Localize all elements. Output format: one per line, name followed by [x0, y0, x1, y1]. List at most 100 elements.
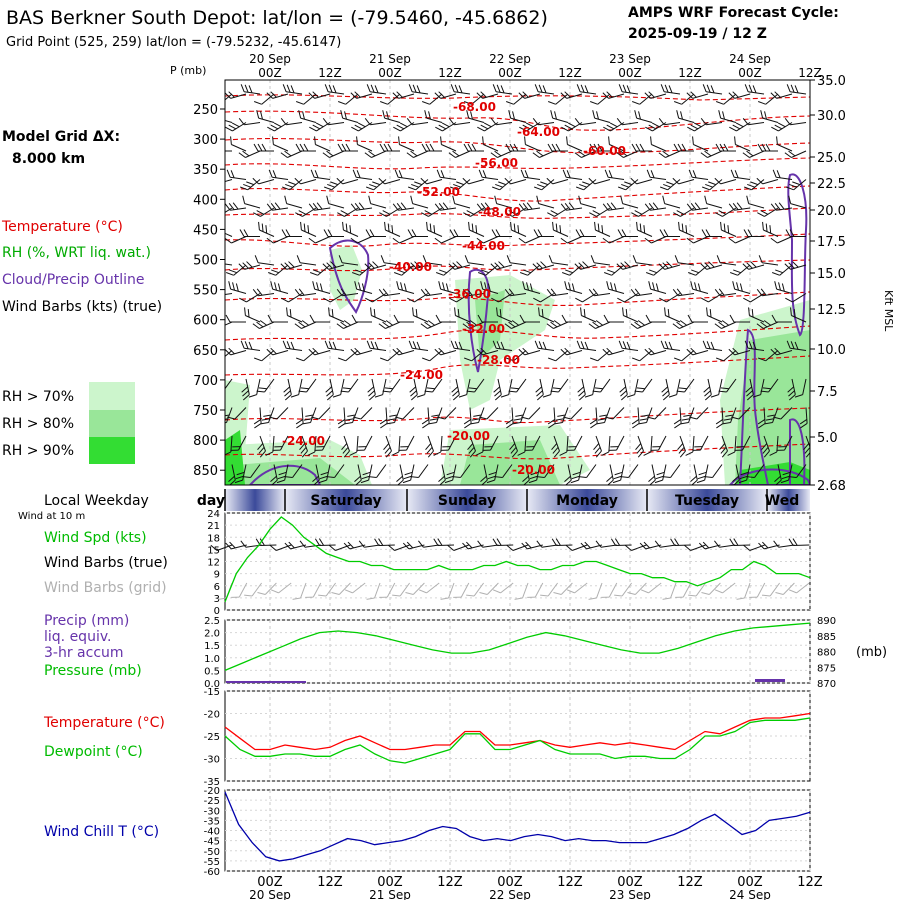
wind-barb-flag — [710, 394, 719, 398]
surface-wind-barb — [374, 538, 395, 547]
wind-barb-flag — [645, 126, 653, 132]
wind-barb — [350, 91, 373, 99]
wind-barb — [616, 118, 639, 126]
wind-barb-shaft — [314, 93, 331, 99]
wind-barb — [524, 435, 541, 451]
wind-barb-flag — [468, 221, 470, 231]
wind-barb — [548, 350, 569, 362]
wind-barb-flag — [703, 386, 710, 393]
wind-barb — [660, 179, 681, 191]
wind-barb-flag — [433, 225, 436, 234]
wind-barb-shaft — [343, 321, 359, 329]
wind-barb-flag — [552, 221, 554, 231]
wind-barb — [576, 340, 597, 351]
wind-barb — [772, 407, 793, 420]
wind-barb-flag — [533, 297, 541, 303]
wind-barb-flag — [745, 386, 752, 393]
wind-barb-flag — [282, 84, 287, 92]
wind-barb-flag — [495, 183, 503, 188]
surface-wind-barb — [743, 544, 765, 551]
wind-barb-flag — [548, 255, 553, 263]
wind-barb-flag — [547, 212, 555, 217]
wind-barb-shaft — [734, 93, 751, 99]
grid-wind-barb-flag — [527, 596, 536, 598]
wind-barb-flag — [536, 476, 545, 478]
grid-wind-barb-shaft — [386, 582, 396, 598]
wind-barb-flag — [538, 84, 543, 93]
grid-wind-barb-shaft — [522, 582, 529, 599]
wind-barb — [294, 288, 317, 297]
wind-barb-flag — [575, 297, 583, 303]
wind-barb-flag — [340, 288, 347, 296]
wind-barb — [294, 320, 317, 329]
wind-barb-shaft — [737, 264, 751, 276]
wind-barb-flag — [396, 281, 400, 290]
wind-barb-shaft — [665, 150, 681, 158]
wind-barb-flag — [370, 307, 372, 316]
wind-barb-flag — [772, 416, 782, 420]
wind-barb-flag — [421, 212, 429, 217]
wind-barb-flag — [406, 263, 413, 270]
wind-barb-flag — [534, 84, 539, 92]
wind-barb — [634, 378, 653, 393]
wind-barb-flag — [452, 262, 459, 269]
wind-barb-flag — [225, 203, 231, 211]
wind-barb — [435, 314, 456, 323]
wind-barb-shaft — [315, 464, 320, 481]
wind-barb-shaft — [720, 179, 737, 185]
wind-barb — [688, 264, 709, 276]
grid-wind-barb-flag — [627, 592, 636, 595]
surface-wind-barb-shaft — [600, 544, 617, 548]
top-time-tick: 00Z — [618, 66, 642, 80]
wind-barb-flag — [770, 237, 778, 244]
wind-barb — [318, 464, 331, 484]
wind-barb-shaft — [328, 347, 345, 351]
wind-barb-flag — [452, 394, 460, 401]
wind-barb-flag — [425, 443, 432, 450]
wind-barb-shaft — [398, 93, 415, 99]
wind-barb-flag — [583, 309, 586, 318]
wind-barb — [732, 281, 751, 294]
wind-barb — [393, 314, 414, 323]
wind-barb-shaft — [342, 293, 359, 297]
wind-barb-flag — [225, 451, 232, 456]
wind-barb-flag — [484, 446, 493, 448]
wind-barb-flag — [763, 450, 770, 458]
wind-barb-flag — [541, 309, 544, 318]
surface-wind-barb-flag — [565, 544, 573, 551]
wind-barb-shaft — [356, 176, 373, 180]
wind-barb-flag — [677, 443, 684, 450]
wind-barb-shaft — [384, 262, 401, 266]
wind-barb-shaft — [616, 435, 625, 451]
wind-barb-shaft — [748, 122, 765, 126]
wind-barb-shaft — [650, 176, 667, 180]
wind-barb — [592, 378, 611, 393]
wind-barb-flag — [217, 224, 224, 232]
surface-wind-barb — [729, 538, 751, 547]
wind-barb-flag — [701, 297, 709, 303]
wind-barb — [528, 464, 541, 484]
wind-barb — [450, 340, 471, 351]
wind-barb-shaft — [406, 435, 415, 451]
wind-barb-flag — [554, 422, 563, 425]
sounding-frame — [224, 79, 811, 486]
wind-barb-shaft — [250, 464, 261, 478]
wind-barb — [578, 464, 597, 478]
wind-barb-flag — [225, 314, 231, 323]
wind-barb — [589, 407, 598, 429]
wind-barb-flag — [473, 414, 482, 417]
wind-barb-flag — [552, 387, 562, 390]
wind-barb-flag — [534, 340, 539, 349]
surface-wind-barb-shaft — [260, 544, 277, 547]
wind-barb-flag — [536, 150, 544, 157]
surface-wind-barb-flag — [229, 541, 236, 549]
wind-barb-flag — [704, 195, 708, 204]
wind-barb — [758, 255, 779, 266]
wind-barb-flag — [638, 422, 647, 425]
wind-barb-shaft — [440, 93, 457, 99]
wind-barb-flag — [449, 229, 455, 237]
wind-barb — [266, 347, 289, 356]
wind-barb-shaft — [303, 350, 317, 362]
surface-wind-barb-shaft — [364, 544, 381, 548]
wind-barb — [620, 195, 639, 209]
